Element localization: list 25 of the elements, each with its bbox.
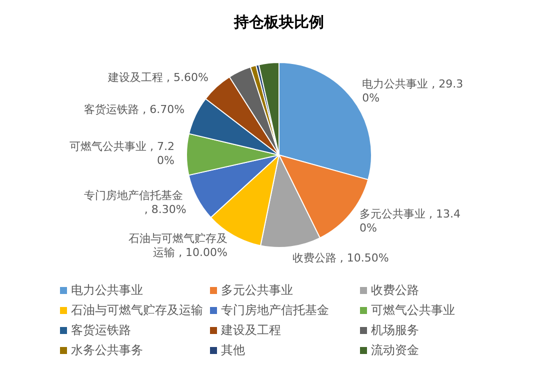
legend-label: 石油与可燃气贮存及运输: [70, 302, 204, 319]
category-label: 多元公共事业 , 13.4: [360, 207, 461, 220]
slice-label: 专门房地产信托基金: [84, 189, 186, 202]
legend-label: 收费公路: [370, 282, 420, 299]
legend-label: 专门房地产信托基金: [220, 302, 330, 319]
chart-title: 持仓板块比例: [233, 12, 324, 31]
category-label: 可燃气公共事业 , 7.2: [70, 140, 174, 154]
legend-label: 建设及工程: [220, 322, 282, 339]
legend-label: 其他: [220, 342, 246, 359]
legend-label: 多元公共事业: [220, 282, 294, 299]
data-label: , 8.30%: [144, 203, 186, 216]
category-label: 客货运铁路 , 6.70%: [84, 103, 185, 116]
legend-label: 水务公共事务: [70, 342, 144, 359]
text: 0%: [362, 92, 380, 105]
text: 0%: [360, 221, 377, 234]
legend-label: 客货运铁路: [70, 322, 132, 339]
legend-label: 机场服务: [370, 322, 420, 339]
legend-label: 可燃气公共事业: [370, 302, 456, 319]
text: 0%: [157, 154, 174, 168]
category-label: 收费公路 , 10.50%: [292, 251, 389, 264]
legend-label: 流动资金: [370, 342, 420, 359]
category-label: 电力公共事业 , 29.3: [362, 78, 464, 91]
category-label: 建设及工程 , 5.60%: [108, 70, 208, 84]
legend-label: 电力公共事业: [70, 282, 144, 299]
category-label: 石油与可燃气贮存及运输 , 10.00%: [128, 232, 228, 259]
